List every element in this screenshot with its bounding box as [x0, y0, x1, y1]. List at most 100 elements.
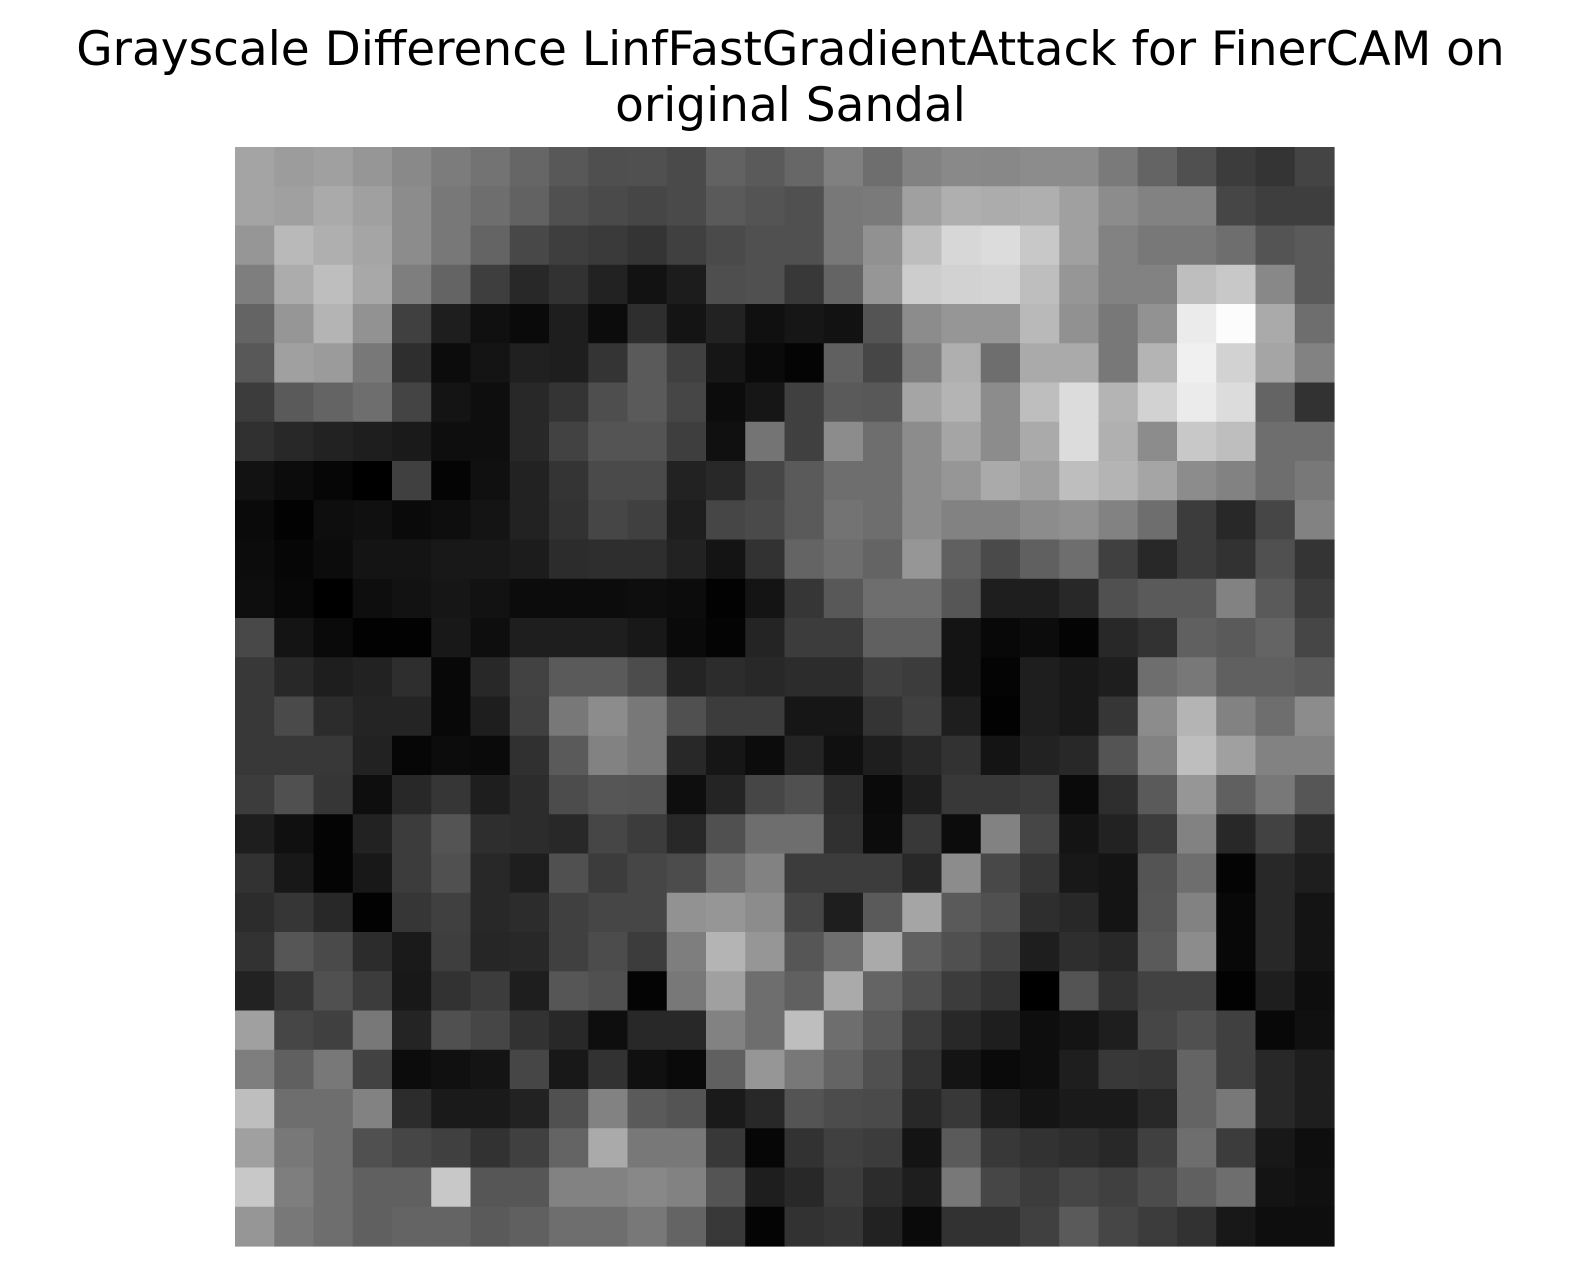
- heatmap-cell-r16-c3: [352, 775, 393, 815]
- heatmap-cell-r18-c17: [902, 853, 943, 894]
- heatmap-cell-r1-c22: [1098, 186, 1139, 227]
- heatmap-cell-r7-c2: [313, 421, 354, 462]
- heatmap-cell-r4-c13: [745, 304, 786, 344]
- heatmap-cell-r10-c17: [902, 539, 943, 580]
- heatmap-cell-r27-c15: [823, 1206, 864, 1247]
- heatmap-cell-r19-c20: [1020, 892, 1060, 933]
- heatmap-cell-r15-c11: [666, 735, 707, 776]
- heatmap-cell-r7-c19: [980, 421, 1021, 462]
- heatmap-cell-r12-c3: [352, 618, 393, 658]
- heatmap-cell-r7-c25: [1216, 421, 1257, 462]
- heatmap-cell-r15-c27: [1294, 735, 1335, 776]
- heatmap-cell-r16-c10: [627, 775, 668, 815]
- heatmap-cell-r10-c0: [235, 539, 275, 580]
- heatmap-cell-r5-c1: [274, 343, 315, 384]
- heatmap-cell-r0-c10: [627, 147, 668, 187]
- heatmap-cell-r0-c8: [549, 147, 589, 187]
- heatmap-cell-r3-c7: [509, 264, 550, 305]
- heatmap-cell-r14-c3: [352, 696, 393, 737]
- heatmap-cell-r7-c26: [1255, 421, 1296, 462]
- heatmap-cell-r6-c3: [352, 382, 393, 423]
- heatmap-cell-r6-c21: [1059, 382, 1100, 423]
- heatmap-cell-r6-c11: [666, 382, 707, 423]
- heatmap-cell-r15-c20: [1020, 735, 1060, 776]
- heatmap-cell-r24-c8: [549, 1089, 589, 1129]
- heatmap-cell-r5-c23: [1137, 343, 1178, 384]
- heatmap-cell-r0-c1: [274, 147, 315, 187]
- heatmap-cell-r25-c27: [1294, 1128, 1335, 1169]
- heatmap-cell-r25-c0: [235, 1128, 275, 1169]
- heatmap-cell-r10-c9: [588, 539, 629, 580]
- heatmap-cell-r23-c0: [235, 1049, 275, 1090]
- heatmap-cell-r5-c6: [470, 343, 511, 384]
- heatmap-cell-r0-c23: [1137, 147, 1178, 187]
- heatmap-cell-r26-c26: [1255, 1167, 1296, 1208]
- heatmap-cell-r13-c4: [392, 657, 432, 698]
- heatmap-cell-r12-c6: [470, 618, 511, 658]
- heatmap-cell-r9-c0: [235, 500, 275, 541]
- heatmap-cell-r2-c9: [588, 225, 629, 266]
- heatmap-cell-r22-c12: [706, 1010, 746, 1051]
- heatmap-cell-r0-c7: [509, 147, 550, 187]
- heatmap-cell-r5-c7: [509, 343, 550, 384]
- heatmap-cell-r20-c9: [588, 932, 629, 972]
- heatmap-cell-r20-c26: [1255, 932, 1296, 972]
- heatmap-cell-r1-c15: [823, 186, 864, 227]
- heatmap-cell-r2-c3: [352, 225, 393, 266]
- heatmap-cell-r5-c25: [1216, 343, 1257, 384]
- heatmap-cell-r9-c9: [588, 500, 629, 541]
- heatmap-cell-r18-c1: [274, 853, 315, 894]
- heatmap-cell-r12-c1: [274, 618, 315, 658]
- heatmap-cell-r27-c23: [1137, 1206, 1178, 1247]
- heatmap-cell-r8-c19: [980, 461, 1021, 501]
- heatmap-cell-r12-c4: [392, 618, 432, 658]
- heatmap-cell-r14-c1: [274, 696, 315, 737]
- heatmap-cell-r14-c20: [1020, 696, 1060, 737]
- heatmap-cell-r16-c15: [823, 775, 864, 815]
- heatmap-cell-r22-c22: [1098, 1010, 1139, 1051]
- heatmap-cell-r11-c15: [823, 578, 864, 619]
- heatmap-cell-r4-c2: [313, 304, 354, 344]
- heatmap-cell-r16-c12: [706, 775, 746, 815]
- heatmap-cell-r11-c5: [431, 578, 472, 619]
- heatmap-cell-r22-c24: [1177, 1010, 1217, 1051]
- heatmap-cell-r4-c22: [1098, 304, 1139, 344]
- heatmap-cell-r3-c27: [1294, 264, 1335, 305]
- heatmap-cell-r18-c14: [784, 853, 825, 894]
- heatmap-cell-r12-c17: [902, 618, 943, 658]
- heatmap-cell-r11-c17: [902, 578, 943, 619]
- heatmap-cell-r19-c15: [823, 892, 864, 933]
- heatmap-cell-r3-c3: [352, 264, 393, 305]
- heatmap-cell-r18-c0: [235, 853, 275, 894]
- heatmap-cell-r18-c7: [509, 853, 550, 894]
- heatmap-cell-r14-c8: [549, 696, 589, 737]
- heatmap-cell-r11-c8: [549, 578, 589, 619]
- heatmap-cell-r1-c20: [1020, 186, 1060, 227]
- heatmap-cell-r4-c17: [902, 304, 943, 344]
- heatmap-cell-r2-c0: [235, 225, 275, 266]
- heatmap-cell-r21-c10: [627, 971, 668, 1012]
- heatmap-cell-r7-c17: [902, 421, 943, 462]
- heatmap-cell-r1-c26: [1255, 186, 1296, 227]
- heatmap-cell-r5-c0: [235, 343, 275, 384]
- heatmap-cell-r24-c19: [980, 1089, 1021, 1129]
- heatmap-cell-r6-c17: [902, 382, 943, 423]
- heatmap-cell-r8-c22: [1098, 461, 1139, 501]
- heatmap-cell-r24-c22: [1098, 1089, 1139, 1129]
- heatmap-cell-r20-c22: [1098, 932, 1139, 972]
- heatmap-cell-r6-c0: [235, 382, 275, 423]
- heatmap-cell-r0-c13: [745, 147, 786, 187]
- heatmap-cell-r4-c20: [1020, 304, 1060, 344]
- heatmap-cell-r18-c11: [666, 853, 707, 894]
- heatmap-cell-r2-c23: [1137, 225, 1178, 266]
- heatmap-cell-r14-c2: [313, 696, 354, 737]
- heatmap-cell-r8-c26: [1255, 461, 1296, 501]
- heatmap-cell-r11-c18: [941, 578, 982, 619]
- heatmap-cell-r19-c16: [863, 892, 903, 933]
- heatmap-cell-r25-c19: [980, 1128, 1021, 1169]
- heatmap-cell-r27-c8: [549, 1206, 589, 1247]
- heatmap-cell-r26-c3: [352, 1167, 393, 1208]
- heatmap-cell-r13-c15: [823, 657, 864, 698]
- heatmap-cell-r3-c10: [627, 264, 668, 305]
- heatmap-cell-r10-c21: [1059, 539, 1100, 580]
